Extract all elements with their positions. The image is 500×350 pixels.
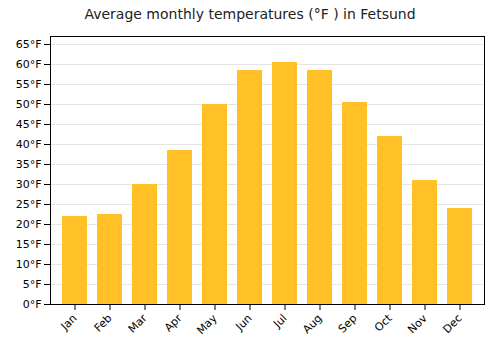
svg-text:50°F: 50°F (16, 98, 42, 111)
svg-text:Jul: Jul (270, 312, 289, 331)
svg-text:Dec: Dec (440, 312, 464, 336)
svg-text:20°F: 20°F (16, 218, 42, 231)
html-text:Average monthly temperatures (: Average monthly temperatures (°F ) in Fe… (84, 6, 416, 22)
svg-text:Jun: Jun (233, 312, 255, 334)
svg-text:Feb: Feb (92, 312, 115, 335)
svg-text:Oct: Oct (372, 311, 395, 334)
svg-text:May: May (194, 311, 220, 337)
svg-text:15°F: 15°F (16, 238, 42, 251)
svg-text:0°F: 0°F (23, 298, 42, 311)
svg-text:65°F: 65°F (16, 38, 42, 51)
svg-text:Jan: Jan (58, 312, 80, 334)
svg-text:Nov: Nov (405, 311, 430, 336)
svg-text:40°F: 40°F (16, 138, 42, 151)
svg-text:10°F: 10°F (16, 258, 42, 271)
svg-text:60°F: 60°F (16, 58, 42, 71)
svg-text:25°F: 25°F (16, 198, 42, 211)
svg-text:Apr: Apr (162, 311, 185, 334)
svg-text:55°F: 55°F (16, 78, 42, 91)
svg-text:35°F: 35°F (16, 158, 42, 171)
svg-text:Mar: Mar (126, 311, 150, 335)
svg-text:Aug: Aug (300, 312, 324, 336)
svg-text:Sep: Sep (336, 312, 360, 336)
svg-text:30°F: 30°F (16, 178, 42, 191)
svg-text:5°F: 5°F (23, 278, 42, 291)
svg-text:45°F: 45°F (16, 118, 42, 131)
